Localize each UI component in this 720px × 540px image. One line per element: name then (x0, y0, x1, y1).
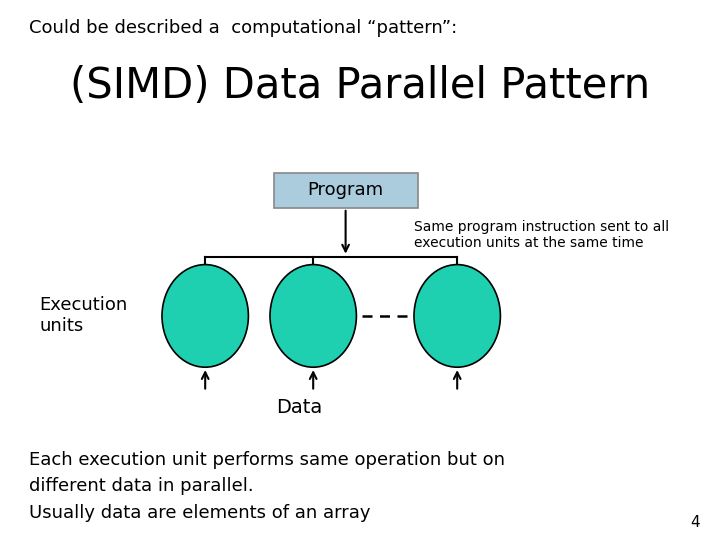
Ellipse shape (162, 265, 248, 367)
FancyBboxPatch shape (274, 173, 418, 208)
Text: Each execution unit performs same operation but on
different data in parallel.
U: Each execution unit performs same operat… (29, 451, 505, 522)
Text: 4: 4 (690, 515, 700, 530)
Ellipse shape (414, 265, 500, 367)
Text: (SIMD) Data Parallel Pattern: (SIMD) Data Parallel Pattern (70, 65, 650, 107)
Text: Data: Data (276, 398, 322, 417)
Text: Execution
units: Execution units (40, 296, 128, 335)
Ellipse shape (270, 265, 356, 367)
Text: Program: Program (307, 181, 384, 199)
Text: Same program instruction sent to all
execution units at the same time: Same program instruction sent to all exe… (414, 220, 669, 250)
Text: Could be described a  computational “pattern”:: Could be described a computational “patt… (29, 19, 457, 37)
